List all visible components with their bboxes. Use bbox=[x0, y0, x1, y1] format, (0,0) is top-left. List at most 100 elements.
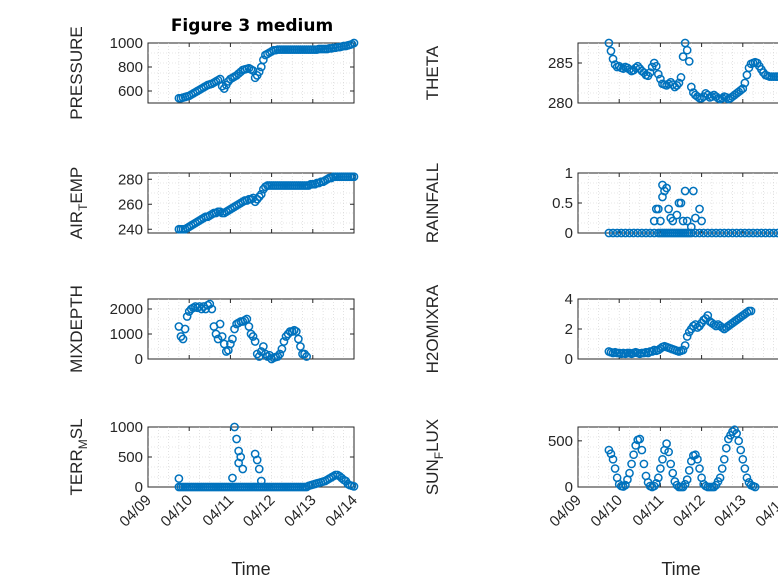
data-point bbox=[740, 464, 750, 473]
data-point bbox=[734, 436, 744, 446]
data-point bbox=[300, 349, 309, 359]
data-point bbox=[219, 339, 229, 349]
y-tick-label: 0.5 bbox=[552, 195, 573, 212]
y-axis-label: AIRTEMP bbox=[67, 167, 90, 240]
data-point bbox=[693, 454, 702, 464]
y-tick-label: 0 bbox=[565, 351, 573, 368]
y-axis-label: PRESSURE bbox=[67, 26, 86, 120]
data-point bbox=[684, 466, 694, 475]
data-point bbox=[744, 228, 754, 238]
data-point bbox=[215, 319, 225, 329]
data-point bbox=[736, 85, 746, 95]
data-point bbox=[625, 468, 634, 478]
data-point bbox=[608, 228, 618, 238]
subplot-rainfall: 0 0.5 1 RAINFALL bbox=[423, 163, 778, 243]
y-tick-label: 0 bbox=[135, 351, 143, 368]
data-point bbox=[662, 183, 671, 193]
data-point bbox=[703, 228, 713, 238]
data-point bbox=[639, 459, 649, 469]
data-point bbox=[631, 441, 641, 450]
data-point bbox=[275, 349, 285, 359]
data-point bbox=[738, 84, 748, 93]
x-tick-label: 04/10 bbox=[157, 492, 196, 531]
data-point bbox=[740, 228, 750, 238]
y-tick-label: 1 bbox=[565, 165, 573, 182]
data-point bbox=[724, 228, 733, 238]
data-point bbox=[349, 38, 359, 48]
data-point bbox=[686, 228, 696, 238]
y-axis-label: MIXDEPTH bbox=[67, 285, 86, 373]
data-point bbox=[653, 473, 663, 483]
x-tick-label: 04/10 bbox=[587, 492, 626, 531]
data-point bbox=[250, 73, 260, 83]
data-point bbox=[197, 304, 206, 314]
data-point bbox=[697, 216, 706, 226]
data-point bbox=[715, 228, 725, 238]
subplot-pressure: 600 800 1000 PRESSURE bbox=[67, 26, 359, 120]
data-point bbox=[230, 324, 239, 334]
subplot-h2omixra: 0 2 4 H2OMIXRA bbox=[423, 284, 778, 373]
y-axis-label: H2OMIXRA bbox=[423, 284, 442, 373]
data-point bbox=[656, 74, 665, 84]
data-point bbox=[682, 332, 692, 341]
data-point bbox=[658, 192, 667, 202]
data-point bbox=[256, 189, 266, 199]
data-point bbox=[703, 90, 713, 100]
series-markers bbox=[604, 425, 760, 492]
data-point bbox=[246, 329, 256, 339]
data-point bbox=[252, 455, 262, 465]
data-point bbox=[742, 473, 752, 483]
data-point bbox=[205, 299, 215, 309]
data-point bbox=[273, 352, 283, 361]
data-point bbox=[621, 228, 630, 238]
data-point bbox=[656, 216, 665, 226]
data-point bbox=[721, 443, 731, 453]
data-point bbox=[616, 228, 626, 238]
data-point bbox=[294, 334, 303, 344]
data-point bbox=[719, 228, 729, 238]
data-point bbox=[689, 321, 698, 331]
data-point bbox=[217, 332, 227, 341]
data-point bbox=[618, 64, 628, 73]
data-point bbox=[608, 454, 618, 464]
subplot-terr-msl: 0 500 1000 04/09 04/10 04/11 04/12 04/13 04/14 Ti… bbox=[67, 418, 361, 579]
data-point bbox=[238, 464, 248, 474]
subplot-air-temp: 240 260 280 AIRTEMP bbox=[67, 167, 359, 240]
y-axis-label: RAINFALL bbox=[423, 163, 442, 243]
data-point bbox=[207, 304, 217, 314]
x-tick-label: 04/12 bbox=[240, 492, 279, 531]
x-tick-label: 04/12 bbox=[670, 492, 709, 531]
y-axis-label: THETA bbox=[423, 45, 442, 100]
data-point bbox=[678, 52, 688, 61]
data-point bbox=[612, 228, 622, 238]
data-point bbox=[736, 228, 746, 238]
data-point bbox=[732, 228, 741, 238]
subplot-sun-flux: 0 500 04/09 04/10 04/11 04/12 04/13 04/14 Time SU… bbox=[423, 419, 778, 579]
data-point bbox=[721, 93, 731, 102]
data-point bbox=[604, 38, 614, 48]
data-point bbox=[232, 434, 241, 444]
data-point bbox=[649, 216, 659, 226]
data-point bbox=[686, 82, 696, 92]
series-markers bbox=[604, 306, 756, 359]
data-point bbox=[693, 92, 702, 101]
data-point bbox=[606, 449, 616, 459]
y-tick-label: 500 bbox=[118, 449, 143, 466]
data-point bbox=[234, 458, 243, 468]
data-point bbox=[625, 228, 634, 238]
data-point bbox=[651, 478, 661, 488]
data-point bbox=[176, 332, 186, 341]
y-tick-label: 0 bbox=[565, 225, 573, 242]
data-point bbox=[242, 314, 252, 324]
y-tick-label: 280 bbox=[118, 171, 143, 188]
data-point bbox=[678, 345, 688, 355]
subplot-theta: 280 285 THETA bbox=[423, 38, 778, 112]
data-point bbox=[651, 61, 661, 71]
data-point bbox=[604, 228, 614, 238]
data-point bbox=[261, 349, 270, 359]
y-tick-label: 1000 bbox=[110, 419, 143, 436]
data-point bbox=[254, 67, 264, 77]
x-tick-label: 04/09 bbox=[546, 492, 585, 531]
data-point bbox=[689, 186, 698, 196]
